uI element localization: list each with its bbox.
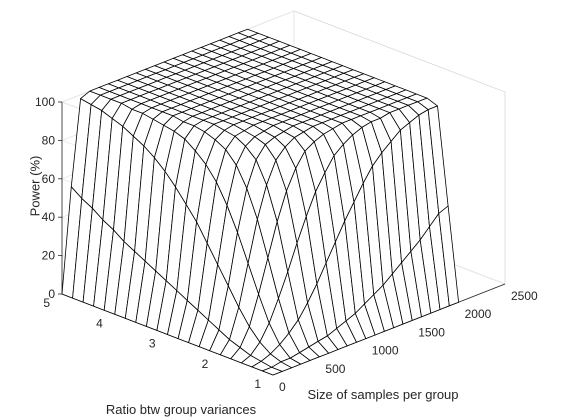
x-tick-labels: 0 500 1000 1500 2000 2500	[279, 289, 538, 394]
y-tick-label: 1	[254, 377, 261, 391]
y-tick-label: 2	[202, 357, 209, 371]
z-tick-label: 60	[42, 172, 56, 186]
x-tick-label: 1000	[372, 344, 399, 358]
x-tick-label: 2500	[511, 289, 538, 303]
z-tick-label: 0	[48, 287, 55, 301]
y-tick-label: 5	[43, 296, 50, 310]
x-tick-label: 0	[279, 380, 286, 394]
x-tick-label: 1500	[418, 325, 445, 339]
x-axis-label: Size of samples per group	[307, 387, 458, 402]
y-tick-label: 3	[149, 337, 156, 351]
z-axis-label: Power (%)	[27, 156, 42, 217]
x-tick-label: 500	[325, 362, 345, 376]
z-tick-label: 100	[35, 95, 55, 109]
y-axis-label: Ratio btw group variances	[106, 402, 257, 417]
y-tick-labels: 1 2 3 4 5	[43, 296, 261, 391]
z-tick-label: 80	[42, 133, 56, 147]
surface-mesh	[61, 28, 460, 376]
z-tick-label: 40	[42, 210, 56, 224]
z-tick-label: 20	[42, 249, 56, 263]
x-tick-label: 2000	[465, 307, 492, 321]
z-tick-labels: 0 20 40 60 80 100	[35, 95, 62, 301]
y-tick-label: 4	[96, 316, 103, 330]
surface-cell	[438, 205, 460, 307]
